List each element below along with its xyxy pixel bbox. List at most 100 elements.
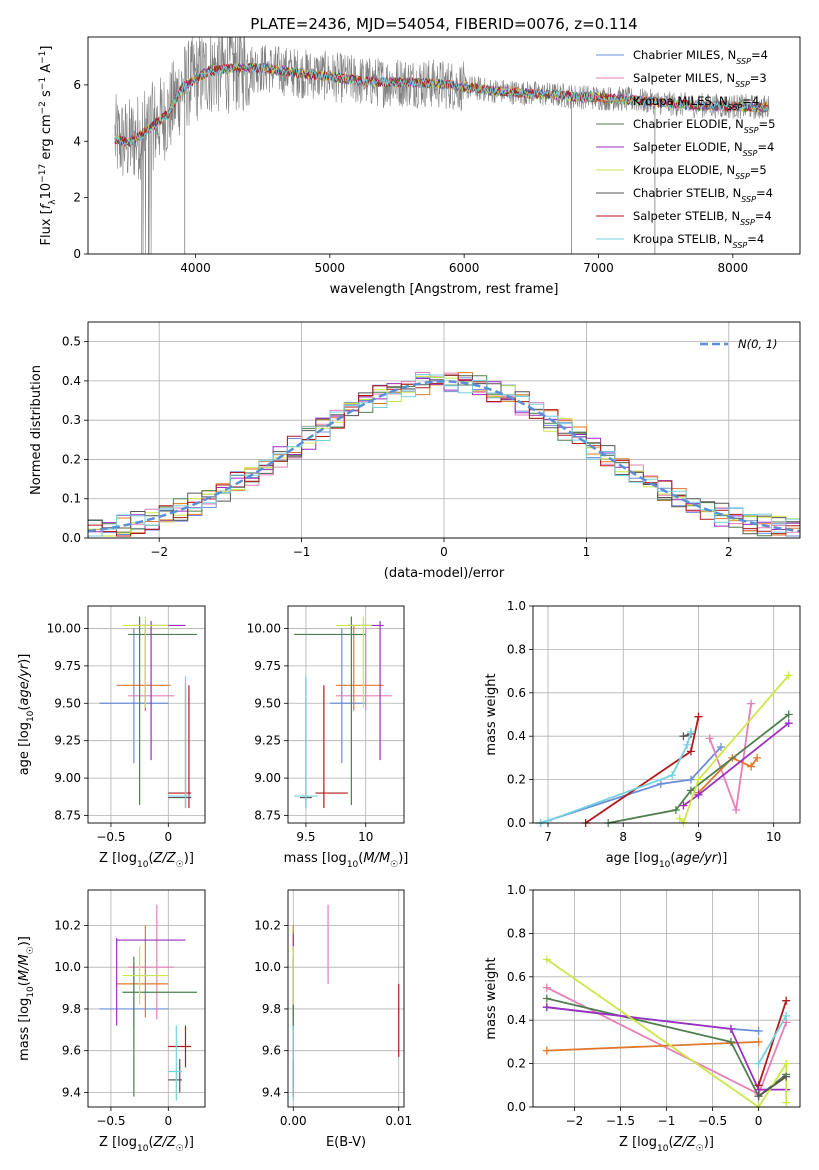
series-point: [542, 955, 551, 964]
series-point: [694, 775, 703, 784]
y-tick-label: 9.4: [62, 1085, 81, 1099]
series-point: [686, 747, 695, 756]
x-tick-label: 10: [358, 830, 373, 844]
series-point: [726, 1037, 735, 1046]
series-line: [546, 1041, 759, 1052]
y-tick-label: 0.4: [507, 1013, 526, 1027]
x-axis-label: E(B-V): [326, 1135, 366, 1150]
x-tick-label: 6000: [449, 261, 480, 275]
series-line: [758, 1075, 787, 1097]
legend-label: N(0, 1): [738, 337, 778, 351]
x-tick-label: −2: [150, 545, 168, 559]
axes-frame: [87, 889, 206, 1108]
legend-label: Salpeter ELODIE, NSSP=4: [633, 140, 774, 158]
y-tick-label: 0.2: [62, 452, 81, 466]
y-tick-label: 10.0: [254, 960, 281, 974]
series-point: [747, 762, 756, 771]
legend-label: Chabrier MILES, NSSP=4: [633, 48, 768, 66]
y-tick-label: 9.8: [262, 1002, 281, 1016]
x-tick-label: −1: [293, 545, 311, 559]
y-tick-label: 8.75: [254, 809, 281, 823]
series-point: [782, 1059, 791, 1068]
y-tick-label: 0.2: [507, 773, 526, 787]
y-tick-label: 9.4: [262, 1085, 281, 1099]
mass-vs-extinction-panel: 0.00 0.01 9.4 9.6 9.8 10.0 10.2 E(B-V): [254, 889, 412, 1150]
axes-frame: [287, 889, 405, 1108]
y-tick-label: 9.25: [254, 734, 281, 748]
y-axis-label: Normed distribution: [29, 365, 44, 495]
series-point: [668, 771, 677, 780]
age-vs-mass-panel: 9.5 10 8.75 9.00 9.25 9.50 9.75 10.00 mass [log1…: [247, 605, 409, 870]
mass-vs-metallicity-panel: −0.5 0 9.4 9.6 9.8 10.0 10.2 Z [log10(Z/Z☉)] mas…: [17, 889, 206, 1154]
legend-label: Kroupa ELODIE, NSSP=5: [633, 163, 767, 181]
x-tick-label: −2: [566, 1114, 584, 1128]
x-tick-label: 0: [440, 545, 448, 559]
error-bars: [293, 616, 393, 809]
series-point: [656, 779, 665, 788]
x-axis-label: mass [log10(M/M☉)]: [284, 851, 409, 870]
y-axis-label: mass weight: [484, 957, 499, 1039]
x-axis-label: age [log10(age/yr)]: [606, 851, 728, 870]
x-tick-label: 7000: [583, 261, 614, 275]
series-point: [754, 1037, 763, 1046]
series-point: [683, 740, 692, 749]
series-line: [757, 1015, 787, 1065]
axes-frame: [87, 36, 801, 255]
series-line: [585, 716, 700, 824]
error-bars: [99, 616, 197, 809]
series-point: [694, 712, 703, 721]
error-bars: [292, 904, 400, 1101]
x-tick-label: 5000: [315, 261, 346, 275]
x-tick-label: 2: [725, 545, 733, 559]
series-point: [542, 994, 551, 1003]
y-tick-label: 0.1: [62, 492, 81, 506]
y-tick-label: 10.00: [247, 621, 281, 635]
y-tick-label: 0.4: [507, 729, 526, 743]
x-axis-label: Z [log10(Z/Z☉)]: [99, 1135, 194, 1154]
y-tick-label: 0: [73, 247, 81, 261]
series-point: [782, 996, 791, 1005]
y-tick-label: 0.8: [507, 926, 526, 940]
series-point: [782, 1098, 791, 1107]
x-tick-label: 9: [695, 830, 703, 844]
x-tick-label: −1.5: [606, 1114, 635, 1128]
y-tick-label: 9.6: [62, 1044, 81, 1058]
x-tick-label: −1: [658, 1114, 676, 1128]
y-tick-label: 9.75: [254, 659, 281, 673]
series-point: [686, 775, 695, 784]
series-point: [754, 1027, 763, 1036]
series-point: [694, 790, 703, 799]
x-tick-label: 7: [544, 830, 552, 844]
y-tick-label: 0.2: [507, 1057, 526, 1071]
series-point: [732, 805, 741, 814]
histograms: [88, 372, 800, 537]
y-tick-label: 10.2: [254, 918, 281, 932]
x-axis-label: (data-model)/error: [384, 566, 505, 581]
series-line: [540, 746, 722, 824]
series-line: [708, 703, 752, 811]
x-tick-label: 8000: [718, 261, 749, 275]
y-tick-label: 9.50: [54, 696, 81, 710]
series-point: [686, 727, 695, 736]
y-tick-label: 6: [73, 78, 81, 92]
series-point: [679, 801, 688, 810]
legend-label: Chabrier STELIB, NSSP=4: [633, 186, 773, 204]
gaussian-reference: [88, 380, 800, 533]
y-tick-label: 0.6: [507, 970, 526, 984]
series-point: [753, 753, 762, 762]
y-axis-label: age [log10(age/yr)]: [17, 654, 36, 776]
x-tick-label: 10: [766, 830, 781, 844]
x-axis-label: Z [log10(Z/Z☉)]: [619, 1135, 714, 1154]
y-tick-label: 10.00: [47, 621, 81, 635]
residuals-histogram-panel: −2 −1 0 1 2 0.0 0.1 0.2 0.3 0.4 0.5 (data-model)/er…: [29, 321, 801, 581]
series-point: [782, 1011, 791, 1020]
x-tick-label: 0: [164, 830, 172, 844]
legend-label: Salpeter STELIB, NSSP=4: [633, 209, 772, 227]
y-axis-label: mass [log10(M/M☉)]: [17, 936, 36, 1061]
y-tick-label: 9.8: [62, 1002, 81, 1016]
x-tick-label: −0.5: [96, 1114, 125, 1128]
y-tick-label: 0.0: [62, 531, 81, 545]
y-tick-label: 0.8: [507, 642, 526, 656]
model-spectrum: [114, 62, 769, 148]
